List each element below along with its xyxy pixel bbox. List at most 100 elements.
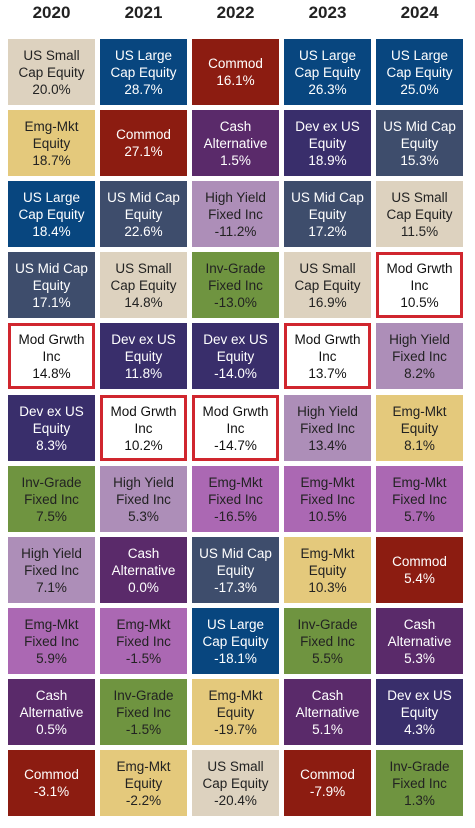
cell-return-value: 20.0%: [32, 81, 71, 97]
cell-return-value: -19.7%: [214, 721, 257, 737]
cell-return-value: 16.1%: [216, 73, 255, 88]
cell-label-line: US Mid Cap: [291, 189, 364, 205]
cell-2021-rank-10: Inv-Grade Fixed Inc -1.5%: [100, 679, 187, 745]
cell-return-value: 25.0%: [400, 81, 439, 97]
cell-2022-rank-4: Inv-Grade Fixed Inc -13.0%: [192, 252, 279, 318]
cell-label-line: Mod Grwth: [18, 331, 85, 347]
cell-label-line: Inv-Grade: [389, 758, 450, 774]
cell-2021-rank-11: Emg-Mkt Equity -2.2%: [100, 750, 187, 816]
cell-return-value: 10.2%: [124, 437, 163, 453]
cell-label-line: Cap Equity: [202, 775, 269, 791]
cell-label-line: US Small: [299, 260, 356, 276]
cell-label-line: US Large: [390, 47, 449, 63]
cell-label-line: Dev ex US: [111, 331, 176, 347]
year-header-2024: 2024: [400, 3, 439, 22]
cell-2022-rank-11: US Small Cap Equity -20.4%: [192, 750, 279, 816]
cell-2023-rank-11: Commod -7.9%: [284, 750, 371, 816]
cell-2024-rank-8: Commod 5.4%: [376, 537, 463, 603]
cell-label-line: Fixed Inc: [300, 420, 355, 436]
cell-label-line: Fixed Inc: [116, 491, 171, 507]
cell-label-line: Fixed Inc: [392, 775, 447, 791]
cell-2024-rank-2: US Mid Cap Equity 15.3%: [376, 110, 463, 176]
cell-label-line: Cap Equity: [202, 633, 269, 649]
cell-2023-rank-6: High Yield Fixed Inc 13.4%: [284, 395, 371, 461]
cell-label-line: Fixed Inc: [116, 704, 171, 720]
cell-label-line: Emg-Mkt: [24, 616, 79, 632]
cell-2020-rank-11: Commod -3.1%: [8, 750, 95, 816]
cell-label-line: Equity: [308, 562, 347, 578]
cell-label-line: Fixed Inc: [208, 491, 263, 507]
cell-return-value: 1.3%: [404, 792, 435, 808]
cell-label-line: Emg-Mkt: [300, 474, 355, 490]
cell-return-value: 5.7%: [404, 508, 435, 524]
cell-2020-rank-2: Emg-Mkt Equity 18.7%: [8, 110, 95, 176]
cell-label-line: Emg-Mkt: [208, 474, 263, 490]
cell-label-line: Inc: [318, 348, 337, 364]
cell-label-line: Inc: [134, 420, 153, 436]
cell-2023-rank-8: Emg-Mkt Equity 10.3%: [284, 537, 371, 603]
cell-label-line: Cap Equity: [18, 64, 85, 80]
year-header-2023: 2023: [308, 3, 347, 22]
cell-label-line: Emg-Mkt: [300, 545, 355, 561]
cell-2022-rank-10: Emg-Mkt Equity -19.7%: [192, 679, 279, 745]
cell-2024-rank-3: US Small Cap Equity 11.5%: [376, 181, 463, 247]
cell-label-line: Equity: [124, 348, 163, 364]
cell-2022-rank-5: Dev ex US Equity -14.0%: [192, 323, 279, 389]
cell-return-value: -16.5%: [214, 508, 257, 524]
cell-label-line: Inc: [410, 277, 429, 293]
cell-label-line: Emg-Mkt: [116, 616, 171, 632]
cell-return-value: 26.3%: [308, 81, 347, 97]
cell-return-value: 22.6%: [124, 223, 163, 239]
cell-2022-rank-9: US Large Cap Equity -18.1%: [192, 608, 279, 674]
cell-return-value: -14.0%: [214, 365, 257, 381]
cell-label-line: US Small: [115, 260, 172, 276]
cell-label-line: US Small: [23, 47, 80, 63]
cell-return-value: -2.2%: [125, 792, 162, 808]
cell-label-line: Equity: [32, 135, 71, 151]
cell-2021-rank-1: US Large Cap Equity 28.7%: [100, 39, 187, 105]
cell-return-value: -17.3%: [214, 579, 257, 595]
cell-label-line: Cash: [35, 687, 68, 703]
cell-return-value: -1.5%: [125, 721, 162, 737]
cell-2020-rank-7: Inv-Grade Fixed Inc 7.5%: [8, 466, 95, 532]
cell-label-line: Inv-Grade: [113, 687, 174, 703]
cell-label-line: Fixed Inc: [24, 633, 79, 649]
cell-label-line: Commod: [300, 767, 355, 782]
cell-return-value: -13.0%: [214, 294, 257, 310]
cell-2024-rank-4: Mod Grwth Inc 10.5%: [376, 252, 463, 318]
cell-label-line: Fixed Inc: [300, 633, 355, 649]
cell-label-line: Cap Equity: [386, 206, 453, 222]
cell-2024-rank-10: Dev ex US Equity 4.3%: [376, 679, 463, 745]
cell-2020-rank-8: High Yield Fixed Inc 7.1%: [8, 537, 95, 603]
cell-2021-rank-7: High Yield Fixed Inc 5.3%: [100, 466, 187, 532]
cell-return-value: 10.5%: [400, 294, 439, 310]
cell-label-line: Commod: [24, 767, 79, 782]
cell-label-line: Cap Equity: [294, 64, 361, 80]
cell-label-line: Emg-Mkt: [392, 474, 447, 490]
cell-label-line: Mod Grwth: [202, 403, 269, 419]
cell-label-line: US Mid Cap: [107, 189, 180, 205]
cell-label-line: Cash: [219, 118, 252, 134]
cell-2023-rank-10: Cash Alternative 5.1%: [284, 679, 371, 745]
cell-2022-rank-2: Cash Alternative 1.5%: [192, 110, 279, 176]
cell-return-value: 18.7%: [32, 152, 71, 168]
cell-2021-rank-6: Mod Grwth Inc 10.2%: [100, 395, 187, 461]
cell-return-value: 27.1%: [124, 144, 163, 159]
cell-return-value: 17.1%: [32, 294, 71, 310]
cell-label-line: Alternative: [203, 135, 268, 151]
cell-return-value: 5.4%: [404, 571, 435, 586]
cell-label-line: Equity: [216, 704, 255, 720]
cell-label-line: Emg-Mkt: [24, 118, 79, 134]
cell-2020-rank-6: Dev ex US Equity 8.3%: [8, 395, 95, 461]
cell-2020-rank-1: US Small Cap Equity 20.0%: [8, 39, 95, 105]
cell-label-line: Commod: [116, 127, 171, 142]
cell-return-value: -11.2%: [214, 223, 257, 239]
cell-label-line: Alternative: [111, 562, 176, 578]
cell-label-line: Fixed Inc: [392, 491, 447, 507]
cell-return-value: -7.9%: [309, 784, 346, 799]
cell-2024-rank-5: High Yield Fixed Inc 8.2%: [376, 323, 463, 389]
cell-label-line: Cap Equity: [386, 64, 453, 80]
cell-return-value: 7.1%: [36, 579, 67, 595]
cell-return-value: 5.3%: [128, 508, 159, 524]
cell-2021-rank-5: Dev ex US Equity 11.8%: [100, 323, 187, 389]
